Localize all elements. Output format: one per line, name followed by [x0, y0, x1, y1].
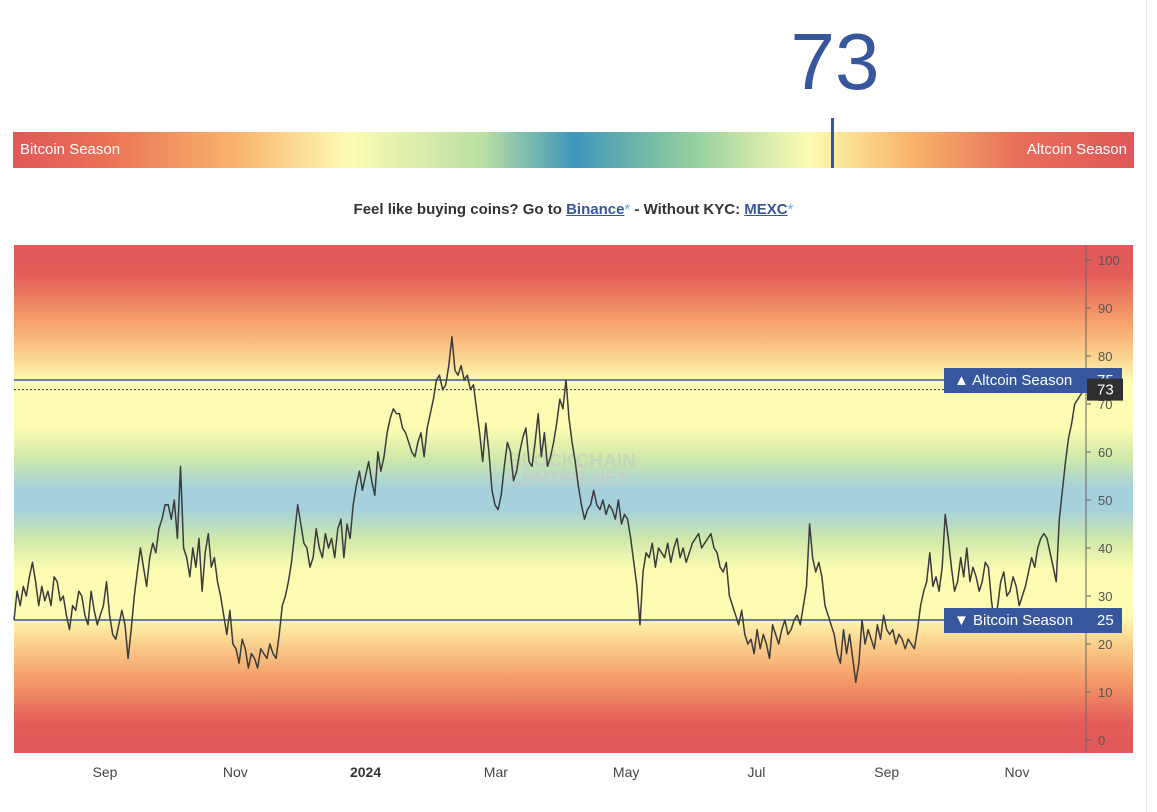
binance-link[interactable]: Binance — [566, 201, 625, 218]
promo-middle: - Without KYC: — [630, 201, 745, 218]
y-tick-label-90: 90 — [1098, 301, 1112, 316]
promo-line: Feel like buying coins? Go to Binance* -… — [0, 201, 1147, 218]
y-tick-label-60: 60 — [1098, 445, 1112, 460]
page-right-border — [1146, 0, 1147, 812]
bitcoin-season-badge-value: 25 — [1097, 612, 1114, 629]
mexc-link[interactable]: MEXC — [744, 201, 788, 218]
y-tick-label-40: 40 — [1098, 541, 1112, 556]
gauge-altcoin-season-label: Altcoin Season — [1026, 141, 1127, 158]
season-gauge: Bitcoin Season Altcoin Season — [13, 118, 1134, 168]
y-tick-label-80: 80 — [1098, 349, 1112, 364]
current-value-badge: 73 — [1087, 378, 1123, 401]
watermark-line-2: CENTER.NET — [508, 469, 630, 490]
altcoin-season-badge-label: ▲ Altcoin Season — [954, 372, 1072, 389]
bitcoin-season-badge-label: ▼ Bitcoin Season — [954, 612, 1073, 629]
y-tick-label-30: 30 — [1098, 589, 1112, 604]
x-tick-label-1: Nov — [223, 764, 248, 780]
mexc-star: * — [787, 201, 794, 218]
promo-prefix: Feel like buying coins? Go to — [353, 201, 567, 218]
x-tick-label-3: Mar — [484, 764, 508, 780]
watermark-line-1: BLOCKCHAIN — [508, 451, 636, 472]
season-level-lines — [14, 379, 1086, 621]
series-line — [13, 336, 1085, 684]
x-tick-label-5: Jul — [747, 764, 765, 780]
x-tick-label-6: Sep — [874, 764, 899, 780]
current-value-badge-label: 73 — [1097, 382, 1114, 399]
x-tick-label-2: 2024 — [350, 764, 381, 780]
gauge-bitcoin-season-label: Bitcoin Season — [20, 141, 121, 158]
gauge-marker — [831, 118, 834, 168]
x-tick-label-0: Sep — [93, 764, 118, 780]
x-tick-label-7: Nov — [1005, 764, 1030, 780]
binance-star: * — [624, 201, 631, 218]
watermark: BLOCKCHAIN CENTER.NET — [508, 451, 636, 490]
x-axis-ticks: Sep Nov 2024 Mar May Jul Sep Nov — [93, 764, 1030, 780]
current-value-badge-bg — [1087, 378, 1123, 401]
y-tick-label-20: 20 — [1098, 637, 1112, 652]
y-axis-ticks: 0 10 20 30 40 50 60 70 80 90 100 — [1086, 253, 1120, 748]
altcoin-season-chart: 0 10 20 30 40 50 60 70 80 90 100 Sep Nov 2024 Mar May J… — [13, 245, 1133, 780]
y-tick-label-10: 10 — [1098, 685, 1112, 700]
y-tick-label-70: 70 — [1098, 397, 1112, 412]
altcoin-index-value: 73 — [790, 17, 880, 106]
bitcoin-season-badge: ▼ Bitcoin Season 25 — [944, 608, 1122, 633]
x-tick-label-4: May — [613, 764, 639, 780]
y-tick-label-0: 0 — [1098, 733, 1105, 748]
y-tick-label-50: 50 — [1098, 493, 1112, 508]
plot-background — [14, 245, 1133, 753]
y-tick-label-100: 100 — [1098, 253, 1120, 268]
bitcoin-season-badge-bg — [944, 608, 1122, 633]
